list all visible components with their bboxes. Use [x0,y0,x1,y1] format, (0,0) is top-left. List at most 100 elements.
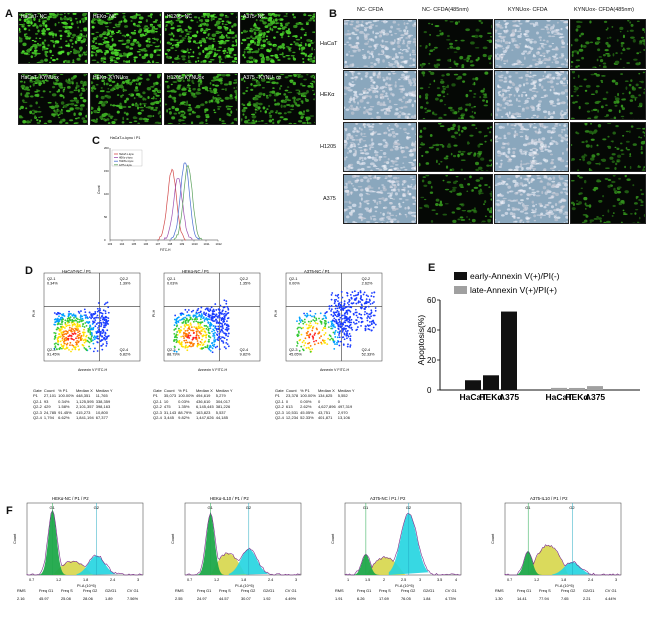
event-dot [72,328,75,331]
cell [271,81,277,85]
cell [172,26,175,29]
cell [438,163,441,165]
event-dot [53,312,56,314]
cell [155,100,160,104]
cell [60,119,63,122]
cell [388,129,391,132]
table-row: Q2-1 93 0.34% 1,125,595 338,359 [32,399,114,404]
cell [360,23,363,26]
cell [72,33,76,37]
cell [512,24,516,27]
cell [68,33,72,36]
cell [473,207,476,211]
cell [257,120,261,123]
cell [436,63,441,67]
cell [533,82,536,86]
cell [542,52,546,55]
cell [302,58,305,60]
cell [204,108,209,112]
cell [166,109,168,113]
cell [344,143,348,146]
cell [376,75,382,79]
cell [618,177,621,180]
cell [284,98,290,101]
cell [109,35,113,38]
cell [519,170,523,171]
cell [416,101,417,102]
event-dot [97,302,100,304]
cell [381,165,386,168]
event-dot [79,316,82,318]
cell [388,88,393,91]
cell [550,136,553,139]
event-dot [95,323,98,325]
event-dot [78,334,81,337]
cell [259,19,263,22]
cell [381,184,385,186]
cell [602,97,607,101]
cell [79,30,83,32]
cell [307,122,312,124]
cell [63,60,65,63]
cell [165,25,168,28]
cell [516,217,520,219]
cell [293,41,296,43]
cell [525,82,529,85]
cell [213,55,216,58]
cell [596,152,600,156]
cell [44,50,49,54]
cell [480,36,483,38]
cell [502,97,507,101]
cell [183,111,186,115]
cell [44,58,48,62]
cell [639,40,643,44]
event-dot [90,313,92,316]
cell [394,207,399,211]
cell [241,18,246,21]
cell [307,84,312,88]
header-cell: % P1 [58,388,68,393]
cell [601,105,604,108]
cell [348,82,351,86]
cell [122,63,124,64]
cell [597,109,599,113]
cell [236,16,237,19]
cell [348,33,351,36]
cell [272,14,275,16]
event-dot [101,335,104,338]
cell [505,46,510,49]
quadrant-label: 91.45% [47,353,61,357]
cell [29,104,33,108]
cell [355,20,360,24]
cell [267,13,272,16]
cell [171,33,174,35]
event-dot [101,318,104,321]
cell [184,35,188,37]
cell [519,148,523,153]
cell [457,117,461,119]
cell [415,155,416,157]
cell [427,180,432,185]
cell [542,75,545,77]
cell [212,96,215,100]
cell [36,62,40,63]
brightfield-image [494,19,569,69]
event-dot [105,320,107,323]
cell [488,56,492,60]
cell [616,190,622,194]
cell [161,95,162,97]
cell [444,203,449,205]
cell [35,118,39,122]
cell [485,134,488,137]
cell [262,39,267,43]
cell [267,18,273,22]
cell [578,105,581,110]
cell [360,128,363,131]
cell [508,81,513,83]
cell [392,73,395,75]
micrograph: HaCaT- KYNUox [18,73,88,125]
cell [498,220,500,223]
cell [382,78,386,82]
y-tick-label: 0 [104,238,106,242]
cell [359,203,362,205]
